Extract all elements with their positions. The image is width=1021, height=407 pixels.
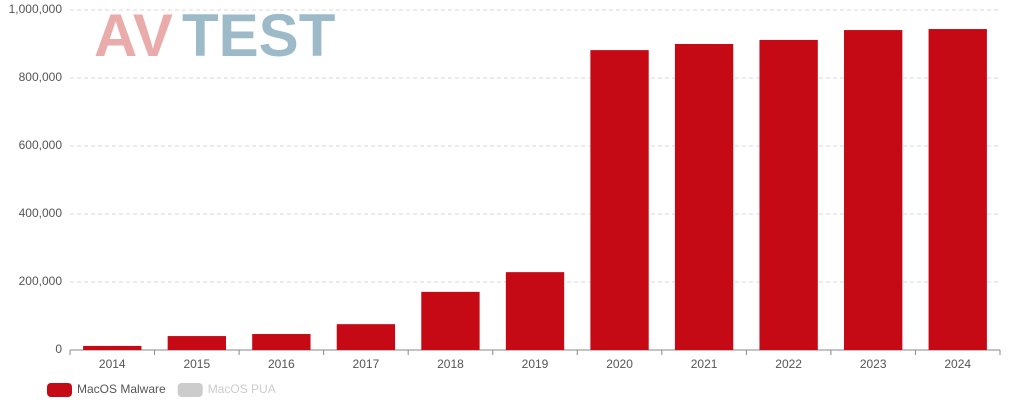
x-tick-label: 2022 xyxy=(775,357,802,371)
legend-swatch xyxy=(47,383,72,397)
bar xyxy=(674,44,734,350)
x-tick-label: 2018 xyxy=(437,357,464,371)
logo-av: AV xyxy=(94,2,173,69)
x-tick-label: 2014 xyxy=(99,357,126,371)
y-tick-label: 800,000 xyxy=(19,70,63,84)
bar xyxy=(167,336,226,350)
bar xyxy=(505,272,565,350)
legend-label: MacOS PUA xyxy=(208,382,276,396)
logo-test: TEST xyxy=(182,2,335,69)
x-tick-label: 2024 xyxy=(944,357,971,371)
x-tick-label: 2017 xyxy=(353,357,380,371)
bar xyxy=(759,39,818,351)
bar xyxy=(421,291,480,350)
y-tick-label: 200,000 xyxy=(19,274,63,288)
y-tick-label: 0 xyxy=(55,342,62,356)
x-tick-label: 2021 xyxy=(691,357,718,371)
bar xyxy=(928,29,987,350)
x-tick-label: 2019 xyxy=(522,357,549,371)
y-tick-label: 400,000 xyxy=(19,206,63,220)
legend-label: MacOS Malware xyxy=(77,382,166,396)
bar xyxy=(844,30,903,351)
x-tick-label: 2020 xyxy=(606,357,633,371)
bar xyxy=(252,334,311,350)
bar xyxy=(590,50,649,351)
y-tick-label: 1,000,000 xyxy=(9,2,63,16)
x-tick-label: 2023 xyxy=(860,357,887,371)
y-tick-label: 600,000 xyxy=(19,138,63,152)
bar xyxy=(83,345,142,350)
x-tick-label: 2015 xyxy=(183,357,210,371)
x-tick-label: 2016 xyxy=(268,357,295,371)
legend-swatch xyxy=(177,383,203,397)
bar xyxy=(336,324,396,350)
